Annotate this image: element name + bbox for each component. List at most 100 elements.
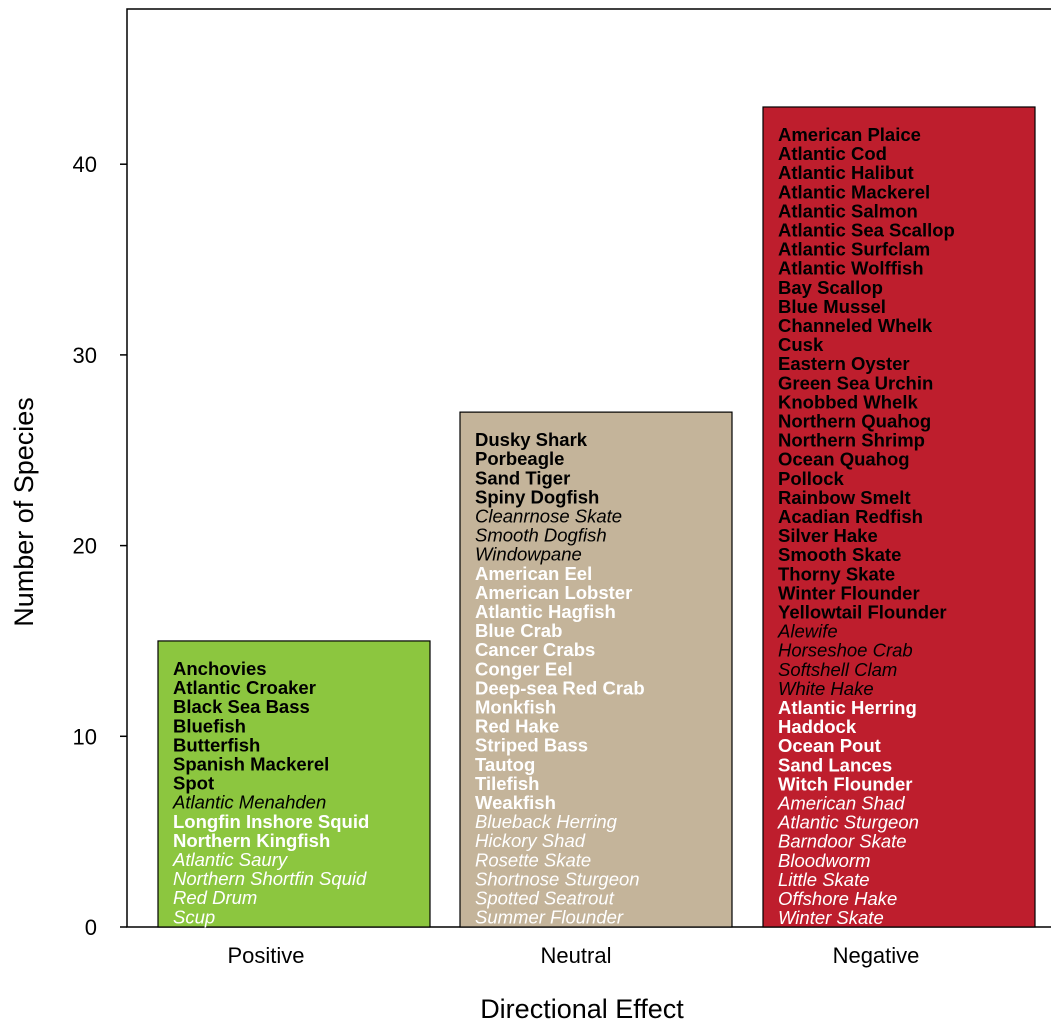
species-label: Monkfish bbox=[475, 697, 556, 718]
species-label: Thorny Skate bbox=[778, 563, 895, 584]
species-label: Ocean Pout bbox=[778, 735, 881, 756]
species-label: Atlantic Wolffish bbox=[778, 258, 924, 279]
species-label: Channeled Whelk bbox=[778, 315, 933, 336]
species-label: Winter Skate bbox=[778, 907, 884, 928]
x-axis-ticks: Positive Neutral Negative bbox=[227, 943, 919, 968]
species-label: Atlantic Surfclam bbox=[778, 239, 930, 260]
species-label: Shortnose Sturgeon bbox=[475, 868, 640, 889]
species-label: Atlantic Sea Scallop bbox=[778, 219, 955, 240]
y-tick-label: 0 bbox=[85, 915, 97, 940]
x-tick-label-positive: Positive bbox=[227, 943, 304, 968]
species-label: Barndoor Skate bbox=[778, 831, 907, 852]
species-label: Atlantic Mackerel bbox=[778, 181, 930, 202]
species-label: Tilefish bbox=[475, 773, 539, 794]
species-label: Smooth Skate bbox=[778, 544, 901, 565]
species-label: Acadian Redfish bbox=[778, 506, 923, 527]
species-label: Northern Quahog bbox=[778, 410, 931, 431]
species-label: Horseshoe Crab bbox=[778, 640, 913, 661]
species-label: Bay Scallop bbox=[778, 277, 883, 298]
species-label: Offshore Hake bbox=[778, 888, 897, 909]
species-label: Blueback Herring bbox=[475, 811, 618, 832]
species-label: American Eel bbox=[475, 563, 592, 584]
species-label: American Plaice bbox=[778, 124, 921, 145]
bar-neutral bbox=[459, 411, 733, 928]
species-label: Spiny Dogfish bbox=[475, 486, 599, 507]
species-label: Cusk bbox=[778, 334, 824, 355]
x-axis-title: Directional Effect bbox=[480, 994, 684, 1024]
species-label: Haddock bbox=[778, 716, 857, 737]
species-label: Weakfish bbox=[475, 792, 556, 813]
y-tick-label: 40 bbox=[73, 152, 97, 177]
species-label: Atlantic Sturgeon bbox=[777, 812, 919, 833]
species-label: Spot bbox=[173, 773, 214, 794]
species-label: Dusky Shark bbox=[475, 429, 588, 450]
species-label: Atlantic Saury bbox=[172, 849, 289, 870]
species-label: Tautog bbox=[475, 754, 535, 775]
species-label: Atlantic Halibut bbox=[778, 162, 914, 183]
bars-layer bbox=[157, 106, 1036, 928]
species-label: Silver Hake bbox=[778, 525, 878, 546]
y-tick-label: 30 bbox=[73, 343, 97, 368]
species-label: Porbeagle bbox=[475, 448, 564, 469]
species-label: Red Drum bbox=[173, 887, 257, 908]
species-label: Bloodworm bbox=[778, 850, 871, 871]
x-tick-label-neutral: Neutral bbox=[541, 943, 612, 968]
species-label: Little Skate bbox=[778, 869, 870, 890]
species-label: Northern Kingfish bbox=[173, 830, 330, 851]
species-label: Blue Crab bbox=[475, 620, 562, 641]
species-label: Atlantic Salmon bbox=[778, 200, 918, 221]
species-label: Sand Tiger bbox=[475, 467, 570, 488]
species-label: Alewife bbox=[777, 621, 838, 642]
y-axis-title: Number of Species bbox=[9, 397, 39, 627]
species-label: Atlantic Herring bbox=[778, 697, 917, 718]
species-label: Northern Shortfin Squid bbox=[173, 868, 367, 889]
species-label: Witch Flounder bbox=[778, 773, 912, 794]
bar-positive bbox=[157, 640, 431, 928]
species-label: Anchovies bbox=[173, 658, 267, 679]
species-label: Windowpane bbox=[475, 544, 582, 565]
species-label: Bluefish bbox=[173, 715, 246, 736]
species-label: Deep-sea Red Crab bbox=[475, 677, 645, 698]
species-label: Atlantic Hagfish bbox=[475, 601, 616, 622]
species-label: Summer Flounder bbox=[475, 907, 624, 928]
species-label: Atlantic Cod bbox=[778, 143, 887, 164]
species-label: Spanish Mackerel bbox=[173, 753, 329, 774]
species-label: Scup bbox=[173, 906, 215, 927]
species-label: Green Sea Urchin bbox=[778, 372, 933, 393]
species-label: Smooth Dogfish bbox=[475, 525, 607, 546]
species-label: Eastern Oyster bbox=[778, 353, 910, 374]
species-label: Conger Eel bbox=[475, 658, 573, 679]
species-label: Sand Lances bbox=[778, 754, 892, 775]
species-label: Rosette Skate bbox=[475, 849, 591, 870]
species-label: Atlantic Croaker bbox=[173, 677, 316, 698]
x-tick-label-negative: Negative bbox=[833, 943, 920, 968]
species-label: Blue Mussel bbox=[778, 296, 886, 317]
species-label: Atlantic Menahden bbox=[172, 792, 326, 813]
species-label: Spotted Seatrout bbox=[475, 888, 615, 909]
species-label: Butterfish bbox=[173, 734, 260, 755]
species-label: American Shad bbox=[777, 792, 905, 813]
species-label: Longfin Inshore Squid bbox=[173, 811, 369, 832]
bar-negative bbox=[762, 106, 1036, 928]
species-label: Softshell Clam bbox=[778, 659, 897, 680]
species-label: Knobbed Whelk bbox=[778, 391, 918, 412]
species-label: Striped Bass bbox=[475, 735, 588, 756]
species-label: Northern Shrimp bbox=[778, 430, 925, 451]
species-label: Winter Flounder bbox=[778, 582, 920, 603]
y-tick-label: 10 bbox=[73, 724, 97, 749]
species-label: Cleanrnose Skate bbox=[475, 506, 622, 527]
species-label: Rainbow Smelt bbox=[778, 487, 911, 508]
y-axis-ticks: 0 10 20 30 40 bbox=[73, 152, 127, 940]
species-label: Cancer Crabs bbox=[475, 639, 595, 660]
species-label: American Lobster bbox=[475, 582, 632, 603]
species-label: Red Hake bbox=[475, 716, 559, 737]
species-label: Yellowtail Flounder bbox=[778, 601, 947, 622]
y-tick-label: 20 bbox=[73, 534, 97, 559]
species-label: Ocean Quahog bbox=[778, 449, 910, 470]
species-label: White Hake bbox=[778, 678, 874, 699]
species-label: Pollock bbox=[778, 468, 845, 489]
species-label: Hickory Shad bbox=[475, 830, 586, 851]
species-label: Black Sea Bass bbox=[173, 696, 310, 717]
